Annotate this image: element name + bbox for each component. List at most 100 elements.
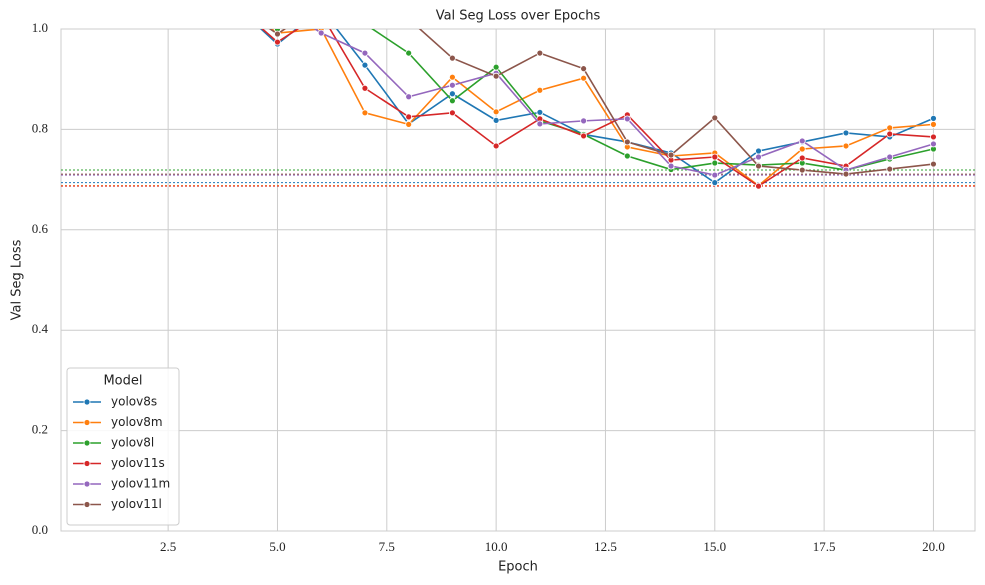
- x-tick-label: 10.0: [485, 539, 508, 554]
- point: [798, 154, 806, 162]
- point: [449, 97, 456, 105]
- legend-label: yolov8l: [111, 436, 154, 450]
- point: [362, 21, 368, 27]
- x-tick-label: 20.0: [922, 539, 945, 554]
- legend-label: yolov11m: [111, 477, 170, 491]
- legend-marker: [83, 480, 91, 488]
- point: [886, 130, 894, 138]
- point: [318, 6, 324, 12]
- point: [711, 179, 719, 187]
- x-tick-label: 12.5: [594, 539, 617, 554]
- point: [930, 160, 937, 168]
- series-line: [261, 29, 934, 188]
- legend-label: yolov8s: [111, 395, 157, 409]
- point: [361, 109, 369, 117]
- y-tick-label: 0.2: [32, 422, 48, 437]
- point: [361, 49, 369, 57]
- x-axis-label: Epoch: [498, 560, 538, 575]
- point: [231, 1, 237, 7]
- point: [318, 11, 324, 17]
- point: [623, 138, 631, 146]
- x-tick-label: 2.5: [160, 539, 176, 554]
- point: [842, 170, 850, 178]
- point: [361, 84, 369, 92]
- point: [492, 108, 500, 116]
- legend: Model yolov8s yolov8m yolov8l yolov11s yolov1…: [66, 367, 180, 526]
- point: [231, 1, 237, 7]
- point: [536, 49, 544, 57]
- x-tick-label: 7.5: [379, 539, 395, 554]
- point: [930, 120, 937, 128]
- point: [886, 124, 894, 132]
- point: [580, 117, 587, 125]
- point: [492, 142, 500, 150]
- legend-marker: [83, 398, 91, 406]
- point: [274, 38, 281, 46]
- point: [930, 133, 937, 141]
- point: [231, 1, 237, 7]
- point: [536, 120, 544, 128]
- point: [274, 30, 281, 38]
- point: [755, 153, 762, 161]
- point: [755, 147, 762, 155]
- x-tick-label: 15.0: [703, 539, 726, 554]
- series-line: [313, 29, 934, 176]
- point: [405, 113, 413, 121]
- point: [798, 145, 806, 153]
- legend-label: yolov11s: [111, 456, 165, 470]
- point: [842, 129, 850, 137]
- y-axis-label: Val Seg Loss: [10, 239, 25, 320]
- point: [667, 151, 675, 159]
- point: [930, 140, 937, 148]
- legend-marker: [83, 501, 91, 508]
- point: [711, 114, 719, 122]
- y-tick-label: 0.6: [32, 221, 49, 236]
- lines: [61, 1, 975, 190]
- point: [231, 1, 237, 7]
- chart-title: Val Seg Loss over Epochs: [436, 9, 601, 24]
- point: [231, 1, 237, 7]
- point: [798, 166, 806, 174]
- point: [711, 171, 719, 179]
- plot-area: [60, 28, 976, 532]
- point: [231, 1, 237, 7]
- legend-marker: [83, 460, 91, 467]
- point: [492, 116, 500, 124]
- point: [492, 72, 500, 80]
- point: [798, 137, 806, 145]
- point: [405, 49, 413, 57]
- point: [667, 162, 675, 170]
- point: [755, 182, 762, 190]
- point: [449, 90, 456, 98]
- series-line: [269, 29, 934, 187]
- point: [711, 153, 719, 161]
- point: [536, 86, 544, 94]
- x-tick-label: 5.0: [269, 539, 285, 554]
- point: [842, 142, 850, 150]
- y-tick-label: 0.8: [32, 120, 48, 135]
- legend-box: [66, 367, 180, 526]
- grid: [61, 28, 975, 532]
- series-line: [268, 29, 934, 175]
- point: [623, 152, 631, 160]
- point: [449, 73, 456, 81]
- point: [406, 16, 412, 22]
- point: [580, 74, 587, 82]
- point: [711, 159, 719, 167]
- point: [449, 109, 456, 117]
- x-tick-label: 17.5: [813, 539, 836, 554]
- legend-marker: [83, 439, 91, 447]
- point: [405, 93, 413, 101]
- point: [318, 1, 324, 7]
- point: [580, 65, 587, 73]
- point: [449, 54, 456, 62]
- point: [405, 120, 413, 128]
- legend-title: Model: [103, 374, 142, 389]
- point: [318, 1, 324, 7]
- y-tick-label: 0.4: [32, 321, 49, 336]
- point: [361, 61, 369, 69]
- y-tick-label: 0.0: [32, 522, 48, 537]
- point: [580, 132, 587, 140]
- point: [536, 108, 544, 116]
